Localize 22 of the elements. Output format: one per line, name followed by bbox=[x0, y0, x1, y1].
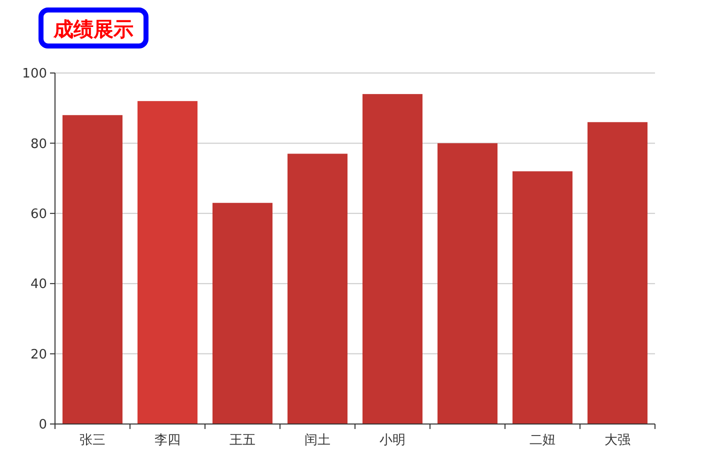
y-tick-label: 80 bbox=[30, 136, 47, 152]
chart-title: 成绩展示 bbox=[52, 17, 134, 41]
y-tick-label: 40 bbox=[30, 277, 47, 292]
bar bbox=[438, 143, 498, 424]
x-tick-label: 李四 bbox=[154, 433, 180, 448]
x-tick-label: 大强 bbox=[604, 433, 630, 448]
x-tick-label: 二妞 bbox=[530, 433, 556, 448]
bar bbox=[62, 115, 122, 424]
y-tick-label: 0 bbox=[38, 418, 47, 433]
x-tick-label: 闰土 bbox=[304, 433, 330, 448]
bar bbox=[588, 122, 648, 424]
bar bbox=[512, 171, 572, 424]
x-tick-label: 小明 bbox=[380, 433, 406, 448]
y-tick-label: 100 bbox=[22, 66, 47, 82]
bar bbox=[288, 154, 348, 424]
bar bbox=[138, 101, 198, 424]
y-tick-label: 60 bbox=[30, 206, 47, 222]
x-tick-label: 王五 bbox=[230, 433, 256, 448]
bar bbox=[212, 202, 272, 424]
bar bbox=[362, 94, 422, 424]
y-tick-label: 20 bbox=[30, 347, 47, 362]
x-tick-label: 张三 bbox=[80, 433, 106, 448]
